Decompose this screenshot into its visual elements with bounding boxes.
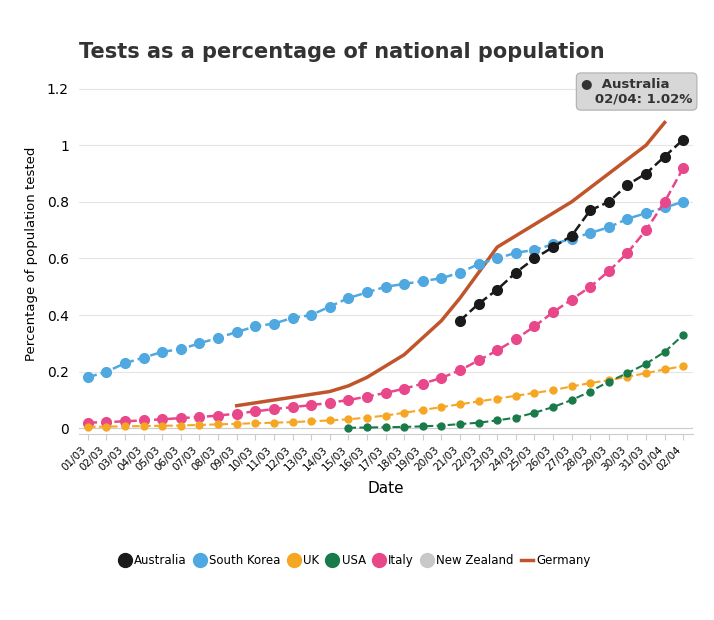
Legend: Australia, South Korea, UK, USA, Italy, New Zealand, Germany: Australia, South Korea, UK, USA, Italy, …	[114, 549, 595, 572]
Y-axis label: Percentage of population tested: Percentage of population tested	[26, 147, 39, 361]
X-axis label: Date: Date	[367, 481, 404, 496]
Text: ●  Australia
   02/04: 1.02%: ● Australia 02/04: 1.02%	[581, 78, 693, 105]
Text: Tests as a percentage of national population: Tests as a percentage of national popula…	[79, 42, 604, 62]
